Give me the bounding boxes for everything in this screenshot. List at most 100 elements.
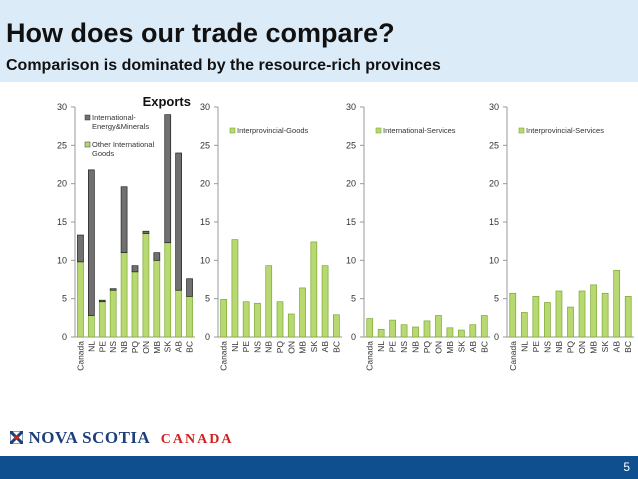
legend-swatch bbox=[84, 114, 91, 121]
header-band bbox=[0, 0, 638, 82]
logo-country: CANADA bbox=[160, 432, 234, 447]
bar-canada-s1 bbox=[77, 261, 84, 338]
x-tick-label: NS bbox=[399, 341, 409, 353]
y-tick-label: 25 bbox=[57, 140, 67, 150]
bar-ab-s2 bbox=[175, 152, 182, 291]
y-tick-label: 20 bbox=[346, 179, 356, 189]
x-tick-label: NL bbox=[86, 341, 96, 352]
y-tick-label: 15 bbox=[489, 217, 499, 227]
bar-sk-s1 bbox=[458, 329, 465, 338]
x-tick-label: ON bbox=[577, 341, 587, 354]
x-tick-label: NS bbox=[252, 341, 262, 353]
x-tick-label: PE bbox=[97, 341, 107, 353]
x-tick-label: Canada bbox=[219, 341, 229, 371]
bar-mb-s2 bbox=[153, 252, 161, 261]
bar-pq-s1 bbox=[423, 320, 431, 338]
bar-sk-s1 bbox=[310, 241, 318, 338]
bar-sk-s2 bbox=[164, 114, 172, 244]
x-tick-label: PQ bbox=[566, 341, 576, 354]
y-tick-label: 20 bbox=[489, 179, 499, 189]
y-tick-label: 10 bbox=[57, 255, 67, 265]
x-tick-label: NB bbox=[554, 341, 564, 353]
y-tick-label: 20 bbox=[57, 179, 67, 189]
bar-on-s1 bbox=[142, 233, 150, 338]
x-tick-label: PQ bbox=[275, 341, 285, 354]
x-tick-label: PE bbox=[388, 341, 398, 353]
x-tick-label: ON bbox=[433, 341, 443, 354]
bar-mb-s1 bbox=[153, 259, 161, 338]
bar-nl-s1 bbox=[88, 315, 95, 338]
y-tick-label: 0 bbox=[205, 332, 210, 342]
y-tick-label: 0 bbox=[494, 332, 499, 342]
bar-pq-s1 bbox=[276, 301, 284, 338]
y-tick-label: 5 bbox=[494, 294, 499, 304]
x-tick-label: NB bbox=[411, 341, 421, 353]
y-tick-label: 20 bbox=[200, 179, 210, 189]
y-tick-label: 5 bbox=[351, 294, 356, 304]
x-tick-label: NB bbox=[119, 341, 129, 353]
bar-nb-s1 bbox=[120, 252, 128, 338]
bar-nl-s1 bbox=[231, 239, 239, 338]
x-tick-label: Canada bbox=[75, 341, 85, 371]
bar-pe-s2 bbox=[98, 299, 106, 303]
bar-ns-s1 bbox=[254, 302, 261, 338]
bar-ns-s1 bbox=[400, 324, 408, 338]
y-tick-label: 30 bbox=[200, 102, 210, 112]
nova-scotia-logo: NOVA SCOTIA CANADA bbox=[8, 428, 234, 448]
bar-ab-s1 bbox=[469, 324, 477, 338]
page-subtitle: Comparison is dominated by the resource-… bbox=[6, 57, 441, 74]
bar-pq-s2 bbox=[131, 265, 139, 273]
bar-ab-s1 bbox=[321, 265, 329, 338]
bar-canada-s1 bbox=[509, 292, 517, 338]
legend-label: Interprovincial-Services bbox=[526, 126, 604, 135]
y-tick-label: 10 bbox=[346, 255, 356, 265]
bar-pe-s1 bbox=[242, 301, 250, 338]
x-tick-label: BC bbox=[331, 341, 341, 353]
page-title: How does our trade compare? bbox=[6, 18, 395, 48]
x-tick-label: SK bbox=[309, 341, 319, 353]
bar-on-s2 bbox=[142, 230, 150, 234]
y-tick-label: 10 bbox=[489, 255, 499, 265]
bar-ab-s1 bbox=[613, 269, 621, 338]
legend-swatch bbox=[84, 141, 91, 148]
y-tick-label: 15 bbox=[200, 217, 210, 227]
y-tick-label: 30 bbox=[57, 102, 67, 112]
legend-swatch bbox=[229, 127, 236, 134]
x-tick-label: AB bbox=[320, 341, 330, 353]
x-tick-label: SK bbox=[456, 341, 466, 353]
x-tick-label: PQ bbox=[130, 341, 140, 354]
x-tick-label: BC bbox=[623, 341, 633, 353]
y-tick-label: 0 bbox=[62, 332, 67, 342]
bar-ns-s2 bbox=[109, 288, 117, 291]
y-tick-label: 30 bbox=[489, 102, 499, 112]
y-tick-label: 10 bbox=[200, 255, 210, 265]
bar-nb-s2 bbox=[120, 186, 128, 254]
y-tick-label: 0 bbox=[351, 332, 356, 342]
bar-sk-s1 bbox=[601, 292, 609, 338]
bar-canada-s2 bbox=[77, 234, 84, 263]
x-tick-label: BC bbox=[185, 341, 195, 353]
bar-nb-s1 bbox=[412, 326, 419, 338]
bar-mb-s1 bbox=[446, 327, 454, 338]
bar-canada-s1 bbox=[366, 318, 374, 338]
legend-label: International-Energy&Minerals bbox=[92, 113, 149, 131]
bar-ab-s1 bbox=[175, 289, 182, 338]
bar-on-s1 bbox=[435, 315, 442, 338]
bar-pe-s1 bbox=[98, 301, 106, 338]
bar-nl-s2 bbox=[88, 169, 95, 316]
x-tick-label: PE bbox=[531, 341, 541, 353]
bar-pe-s1 bbox=[389, 319, 396, 338]
logo-text: NOVA SCOTIA bbox=[28, 428, 151, 447]
bar-bc-s2 bbox=[186, 278, 193, 297]
y-tick-label: 15 bbox=[57, 217, 67, 227]
x-tick-label: ON bbox=[286, 341, 296, 354]
x-tick-label: AB bbox=[174, 341, 184, 353]
bar-bc-s1 bbox=[186, 296, 193, 338]
x-tick-label: Canada bbox=[365, 341, 375, 371]
legend-swatch bbox=[518, 127, 525, 134]
x-tick-label: MB bbox=[152, 341, 162, 354]
bar-bc-s1 bbox=[624, 296, 632, 338]
flag-icon bbox=[8, 429, 25, 446]
y-tick-label: 25 bbox=[489, 140, 499, 150]
x-tick-label: SK bbox=[163, 341, 173, 353]
